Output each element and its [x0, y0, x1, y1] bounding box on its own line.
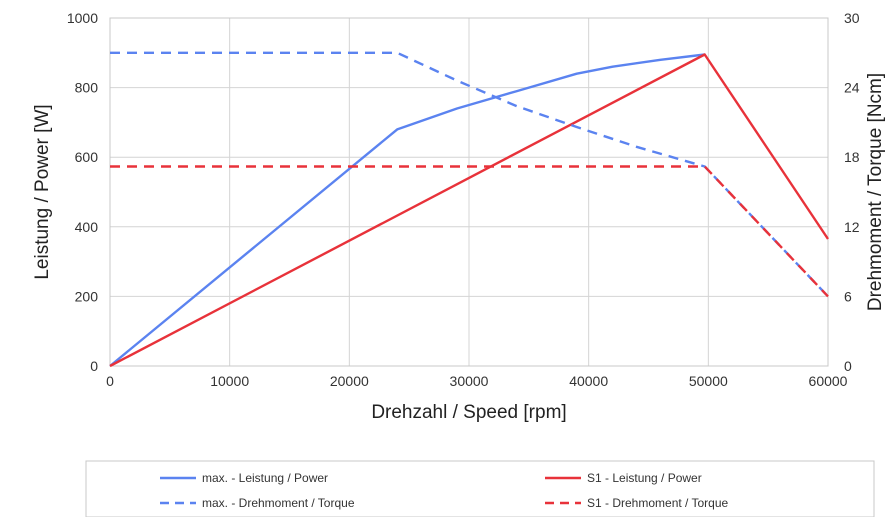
y-left-axis-title: Leistung / Power [W] — [32, 104, 53, 279]
series-line-1 — [109, 53, 829, 368]
y-right-tick-label: 6 — [844, 288, 852, 304]
tick-labels: 0 10000 20000 30000 40000 50000 60000020040060… — [67, 10, 860, 389]
grid-lines — [109, 17, 829, 367]
plot-border — [109, 17, 829, 367]
x-tick-label: 30000 — [450, 373, 489, 389]
y-right-tick-label: 18 — [844, 149, 860, 165]
y-right-axis-title: Drehmoment / Torque [Ncm] — [865, 73, 886, 311]
x-tick-label: 40000 — [569, 373, 608, 389]
legend-label-3: S1 - Drehmoment / Torque — [587, 496, 729, 510]
y-left-tick-label: 800 — [75, 80, 99, 96]
y-left-tick-label: 1000 — [67, 10, 98, 26]
y-right-tick-label: 12 — [844, 219, 860, 235]
x-tick-label: 50000 — [689, 373, 728, 389]
legend-label-0: max. - Leistung / Power — [202, 471, 328, 485]
y-right-tick-label: 0 — [844, 358, 852, 374]
series-line-2 — [110, 51, 829, 298]
y-left-tick-label: 0 — [90, 358, 98, 374]
y-left-tick-label: 400 — [75, 219, 99, 235]
legend-label-1: S1 - Leistung / Power — [587, 471, 702, 485]
y-right-tick-label: 24 — [844, 80, 860, 96]
y-right-tick-label: 30 — [844, 10, 860, 26]
legend: max. - Leistung / Power S1 - Leistung / P… — [85, 460, 875, 517]
x-tick-label: 20000 — [330, 373, 369, 389]
series-line-3 — [110, 165, 829, 298]
y-left-tick-label: 600 — [75, 149, 99, 165]
x-tick-label: 10000 — [210, 373, 249, 389]
legend-box — [85, 460, 875, 517]
series-lines — [109, 51, 829, 368]
x-tick-label: 0 — [106, 373, 114, 389]
legend-label-2: max. - Drehmoment / Torque — [202, 496, 355, 510]
x-axis-title: Drehzahl / Speed [rpm] — [371, 402, 566, 423]
x-tick-label: 60000 — [809, 373, 848, 389]
y-left-tick-label: 200 — [75, 288, 99, 304]
series-line-0 — [109, 53, 705, 367]
